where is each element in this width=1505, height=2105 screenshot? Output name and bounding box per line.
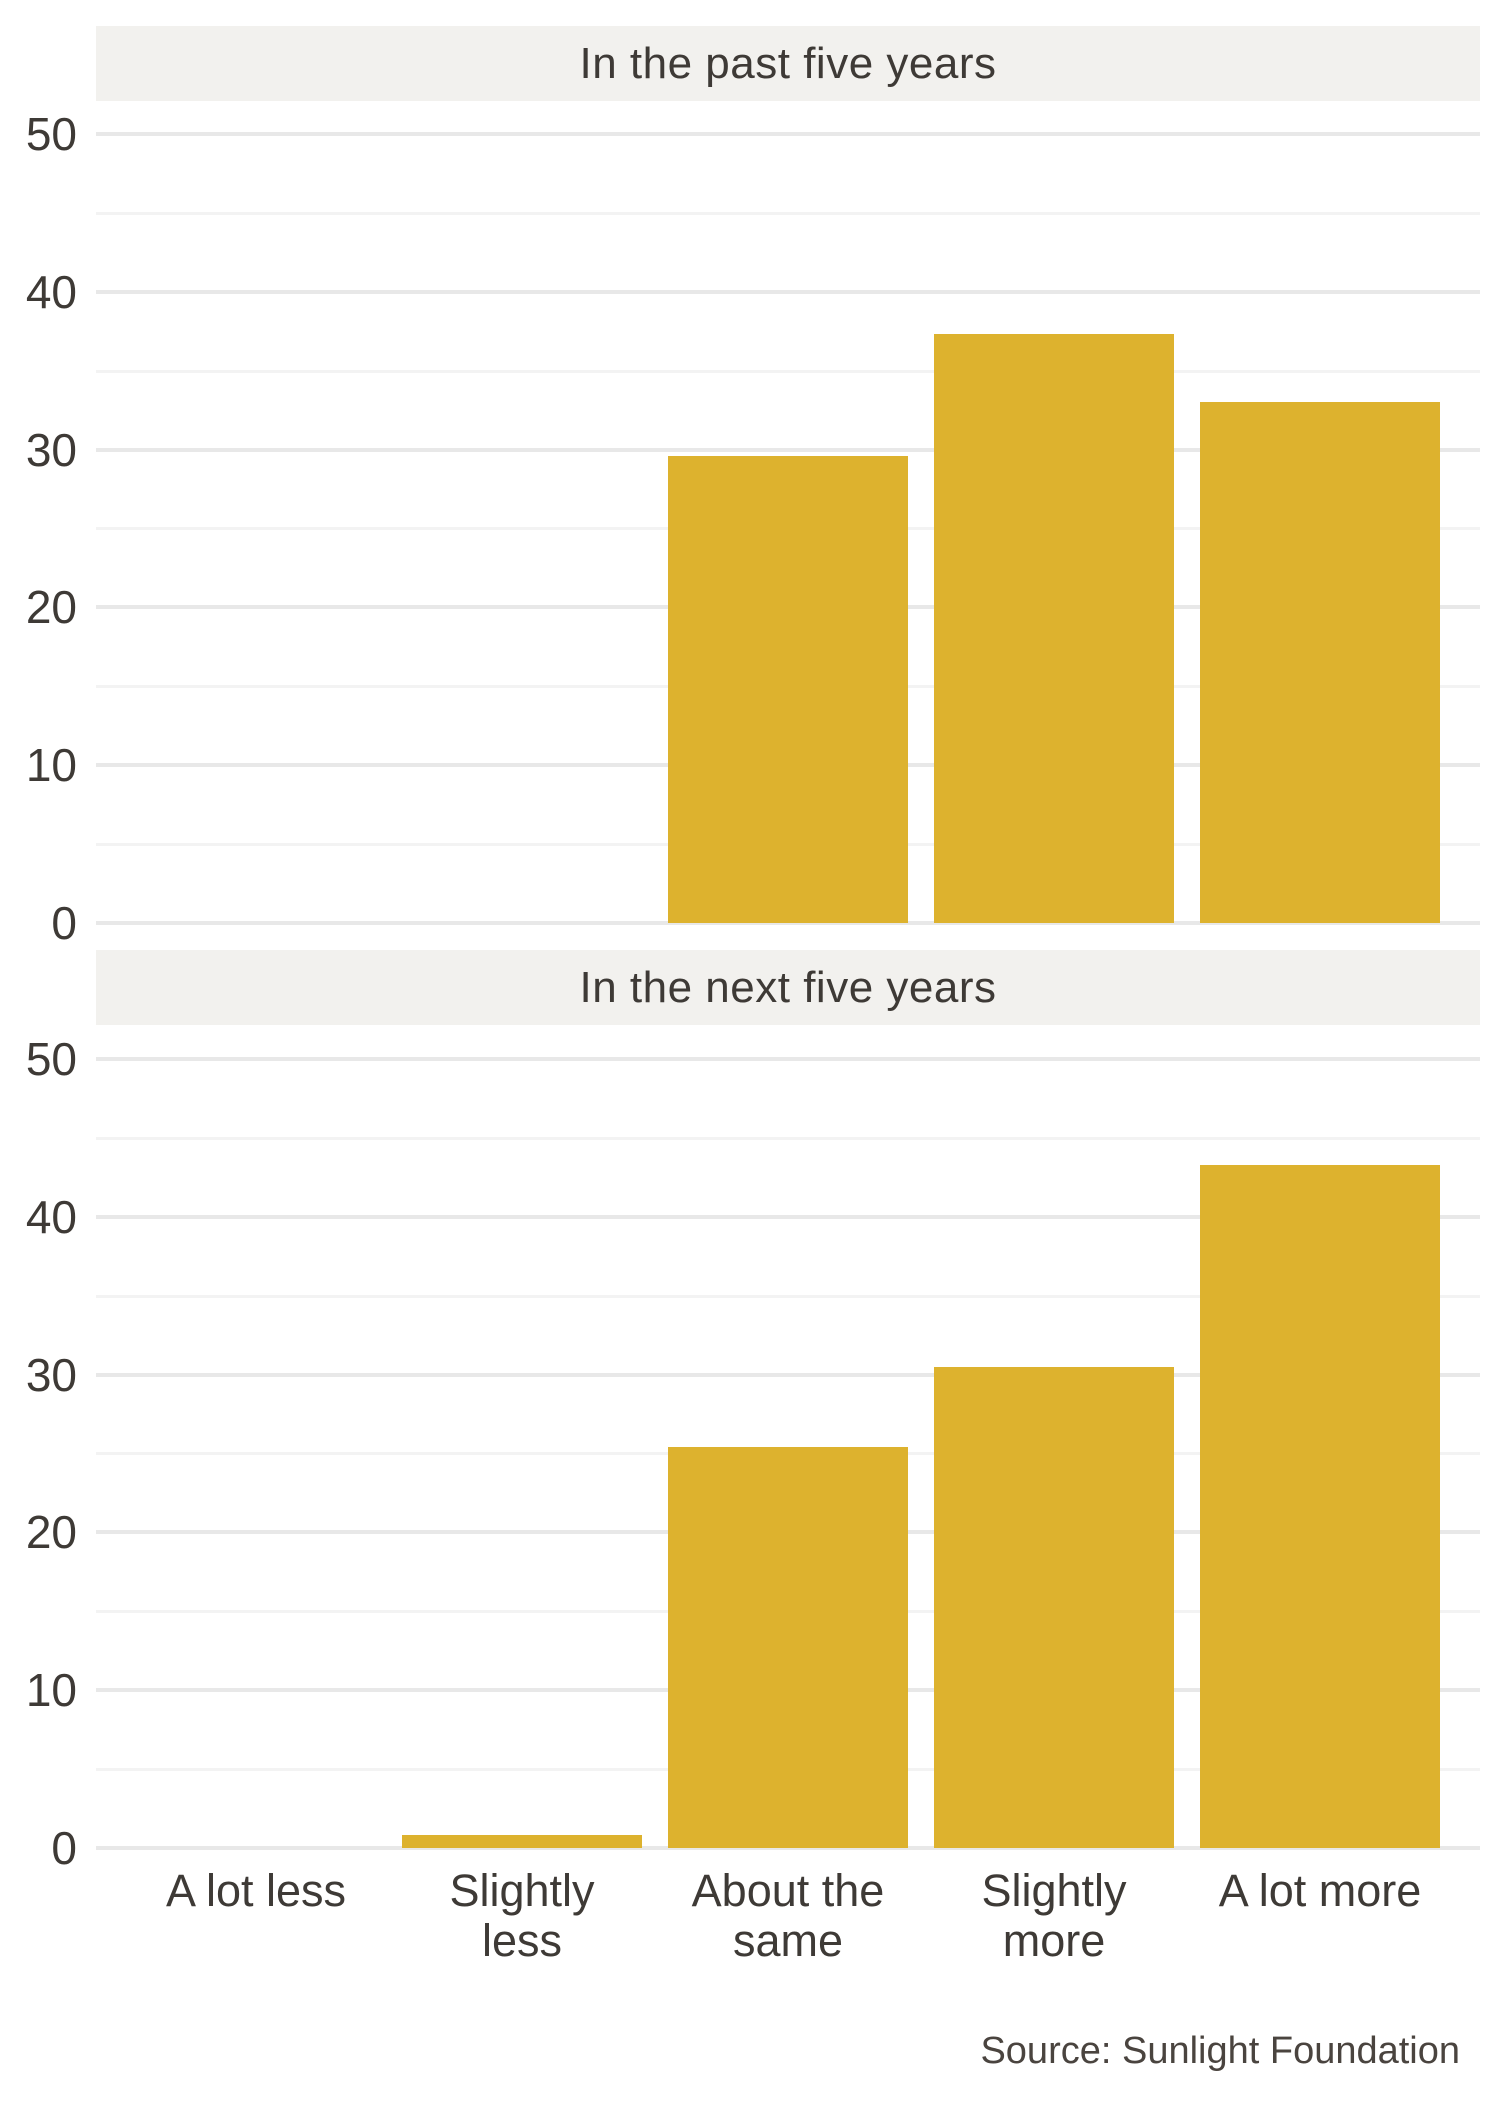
gridline-major-y40 <box>96 290 1480 294</box>
gridline-major-y40 <box>96 1215 1480 1219</box>
x-axis-category-labels: A lot less Slightly less About the same Sligh… <box>96 1866 1480 2016</box>
category-label-about-the-same: About the same <box>691 1865 885 1966</box>
facet-strip-next: In the next five years <box>96 950 1480 1025</box>
y-axis-tick-label: 50 <box>25 108 77 160</box>
y-axis-tick-label: 30 <box>25 1349 77 1401</box>
y-axis-tick-label: 20 <box>25 1506 77 1558</box>
y-axis-tick-label: 10 <box>25 739 77 791</box>
facet-panel-next: In the next five years 0 10 20 30 40 50 <box>0 950 1505 1871</box>
bar-slightly-more <box>934 334 1174 923</box>
bar-about-the-same <box>668 456 908 923</box>
plot-area-past <box>96 101 1480 925</box>
y-axis-tick-label: 40 <box>25 1191 77 1243</box>
category-label-slightly-less: Slightly less <box>449 1865 595 1966</box>
y-axis-tick-label: 40 <box>25 266 77 318</box>
facet-strip-past: In the past five years <box>96 26 1480 101</box>
y-axis-tick-label: 20 <box>25 581 77 633</box>
gridline-major-y30 <box>96 1373 1480 1377</box>
y-axis-tick-label: 50 <box>25 1033 77 1085</box>
source-credit: Source: Sunlight Foundation <box>980 2030 1460 2072</box>
y-axis-tick-label: 0 <box>51 1822 77 1874</box>
bar-about-the-same <box>668 1447 908 1848</box>
y-axis-tick-label: 0 <box>51 897 77 949</box>
plot-area-next <box>96 1025 1480 1850</box>
category-label-slightly-more: Slightly more <box>981 1865 1127 1966</box>
gridline-major-y0 <box>96 1846 1480 1850</box>
bar-slightly-more <box>934 1367 1174 1848</box>
facet-panel-past: In the past five years 0 10 20 30 40 50 <box>0 26 1505 946</box>
gridline-major-y50 <box>96 1057 1480 1061</box>
category-label-a-lot-more: A lot more <box>1218 1865 1422 1916</box>
gridline-major-y30 <box>96 448 1480 452</box>
gridline-minor-y35 <box>96 1295 1480 1298</box>
bar-a-lot-more <box>1200 1165 1440 1848</box>
y-axis-tick-label: 10 <box>25 1664 77 1716</box>
gridline-major-y0 <box>96 921 1480 925</box>
facet-title-past: In the past five years <box>579 38 997 88</box>
category-label-a-lot-less: A lot less <box>165 1865 347 1916</box>
facet-title-next: In the next five years <box>579 962 997 1012</box>
gridline-minor-y45 <box>96 212 1480 215</box>
gridline-major-y50 <box>96 132 1480 136</box>
gridline-minor-y35 <box>96 370 1480 373</box>
bar-slightly-less <box>402 1835 642 1848</box>
y-axis-tick-label: 30 <box>25 424 77 476</box>
bar-a-lot-more <box>1200 402 1440 923</box>
gridline-minor-y45 <box>96 1137 1480 1140</box>
